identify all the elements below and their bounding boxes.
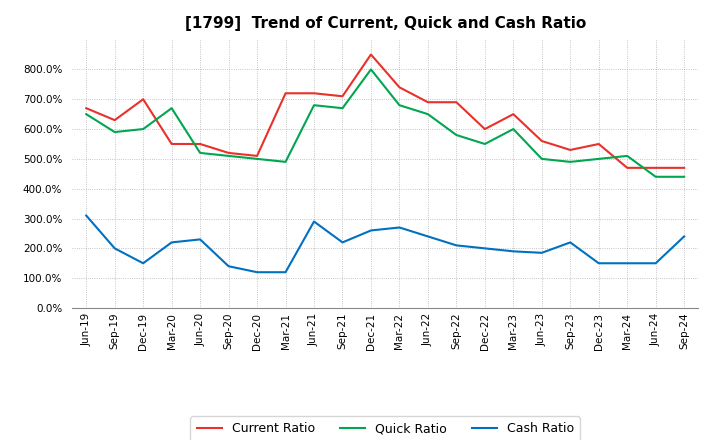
Quick Ratio	[395, 103, 404, 108]
Line: Current Ratio: Current Ratio	[86, 55, 684, 168]
Cash Ratio	[452, 243, 461, 248]
Cash Ratio	[509, 249, 518, 254]
Quick Ratio	[110, 129, 119, 135]
Quick Ratio	[423, 111, 432, 117]
Line: Quick Ratio: Quick Ratio	[86, 70, 684, 177]
Quick Ratio	[338, 106, 347, 111]
Current Ratio	[537, 138, 546, 143]
Current Ratio	[82, 106, 91, 111]
Quick Ratio	[139, 126, 148, 132]
Current Ratio	[595, 141, 603, 147]
Current Ratio	[225, 150, 233, 156]
Current Ratio	[566, 147, 575, 153]
Current Ratio	[623, 165, 631, 170]
Cash Ratio	[82, 213, 91, 218]
Cash Ratio	[652, 260, 660, 266]
Cash Ratio	[366, 228, 375, 233]
Cash Ratio	[310, 219, 318, 224]
Cash Ratio	[139, 260, 148, 266]
Quick Ratio	[196, 150, 204, 156]
Current Ratio	[480, 126, 489, 132]
Current Ratio	[423, 99, 432, 105]
Current Ratio	[680, 165, 688, 170]
Quick Ratio	[680, 174, 688, 180]
Cash Ratio	[225, 264, 233, 269]
Quick Ratio	[366, 67, 375, 72]
Cash Ratio	[680, 234, 688, 239]
Cash Ratio	[537, 250, 546, 256]
Quick Ratio	[509, 126, 518, 132]
Quick Ratio	[566, 159, 575, 165]
Current Ratio	[395, 84, 404, 90]
Quick Ratio	[595, 156, 603, 161]
Quick Ratio	[623, 153, 631, 158]
Current Ratio	[253, 153, 261, 158]
Cash Ratio	[480, 246, 489, 251]
Cash Ratio	[338, 240, 347, 245]
Current Ratio	[366, 52, 375, 57]
Title: [1799]  Trend of Current, Quick and Cash Ratio: [1799] Trend of Current, Quick and Cash …	[184, 16, 586, 32]
Quick Ratio	[167, 106, 176, 111]
Cash Ratio	[566, 240, 575, 245]
Current Ratio	[196, 141, 204, 147]
Quick Ratio	[225, 153, 233, 158]
Quick Ratio	[310, 103, 318, 108]
Quick Ratio	[652, 174, 660, 180]
Cash Ratio	[110, 246, 119, 251]
Quick Ratio	[537, 156, 546, 161]
Current Ratio	[652, 165, 660, 170]
Current Ratio	[509, 111, 518, 117]
Current Ratio	[139, 97, 148, 102]
Quick Ratio	[282, 159, 290, 165]
Current Ratio	[282, 91, 290, 96]
Quick Ratio	[480, 141, 489, 147]
Current Ratio	[167, 141, 176, 147]
Quick Ratio	[82, 111, 91, 117]
Current Ratio	[310, 91, 318, 96]
Cash Ratio	[282, 270, 290, 275]
Quick Ratio	[452, 132, 461, 138]
Quick Ratio	[253, 156, 261, 161]
Cash Ratio	[196, 237, 204, 242]
Cash Ratio	[395, 225, 404, 230]
Cash Ratio	[623, 260, 631, 266]
Current Ratio	[110, 117, 119, 123]
Current Ratio	[338, 94, 347, 99]
Cash Ratio	[595, 260, 603, 266]
Cash Ratio	[253, 270, 261, 275]
Legend: Current Ratio, Quick Ratio, Cash Ratio: Current Ratio, Quick Ratio, Cash Ratio	[191, 416, 580, 440]
Cash Ratio	[423, 234, 432, 239]
Cash Ratio	[167, 240, 176, 245]
Current Ratio	[452, 99, 461, 105]
Line: Cash Ratio: Cash Ratio	[86, 216, 684, 272]
